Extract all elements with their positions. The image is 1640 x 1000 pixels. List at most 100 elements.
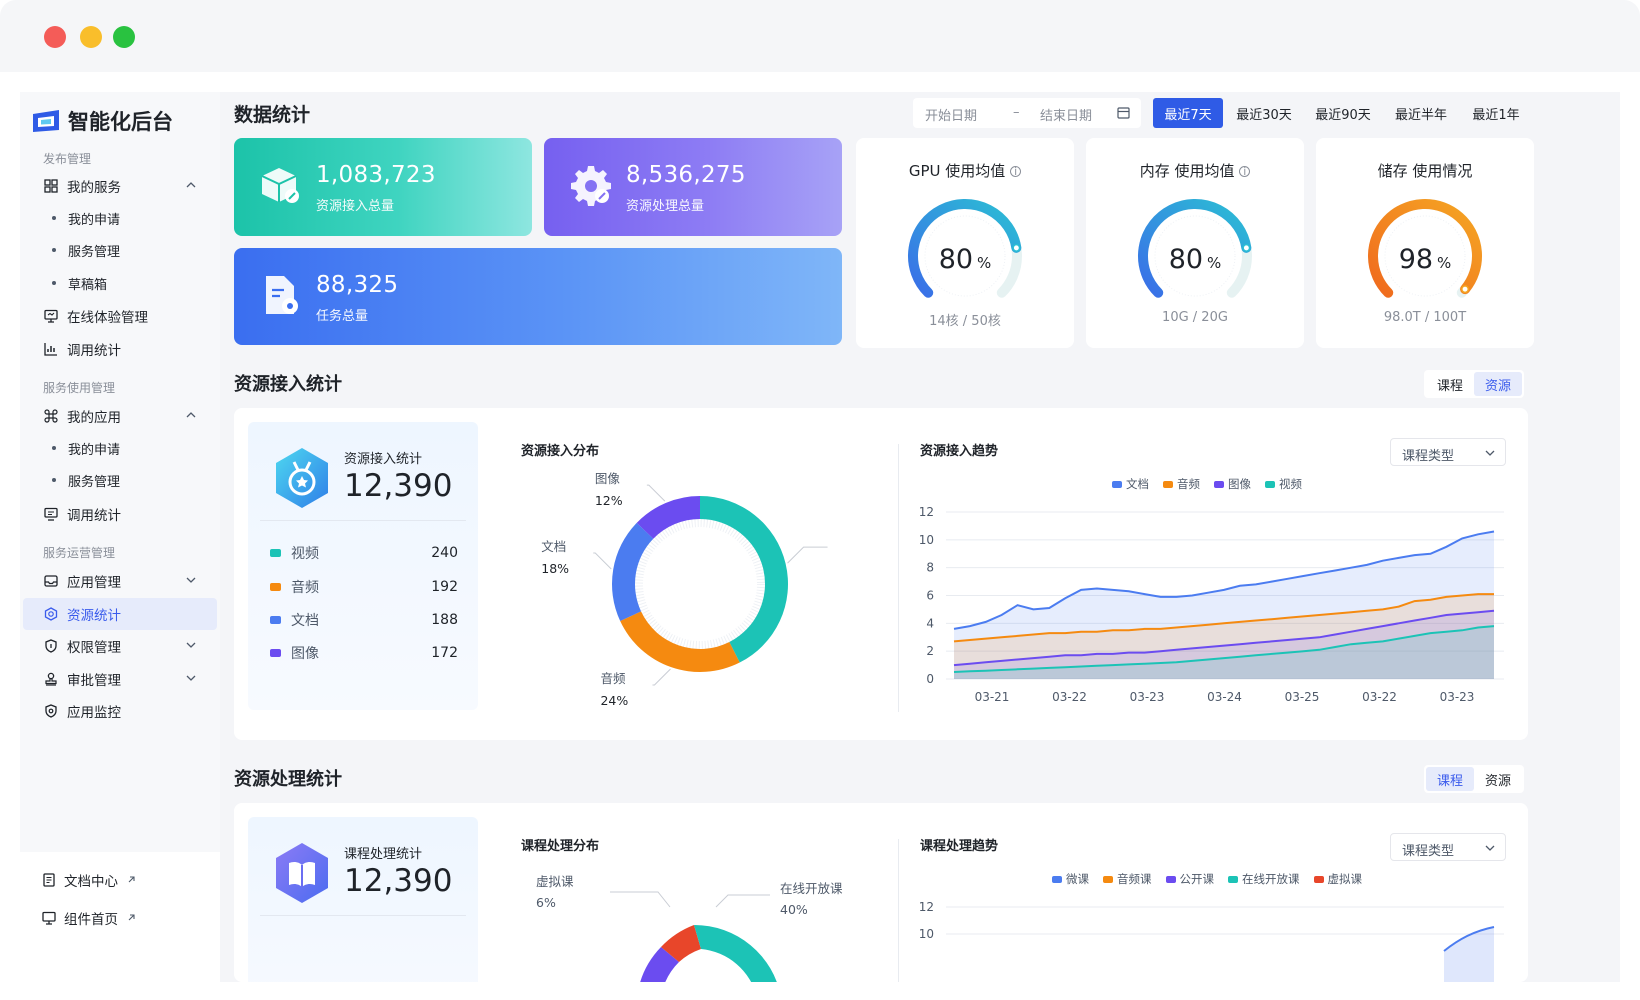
group-title-ops: 服务运营管理 [43, 546, 116, 560]
tab-course[interactable]: 课程 [1426, 767, 1474, 791]
chevron-up-icon [186, 182, 196, 188]
minimize-window-button[interactable] [80, 26, 102, 48]
maximize-window-button[interactable] [113, 26, 135, 48]
nav-sub-drafts[interactable]: 草稿箱 [23, 268, 217, 298]
legend-swatch [1052, 875, 1062, 883]
doc-center-link[interactable]: 文档中心 [42, 870, 136, 890]
y-tick-label: 8 [926, 561, 934, 575]
donut-label-name: 音频 [600, 671, 626, 686]
course-type-select[interactable]: 课程类型 [1390, 833, 1506, 861]
nav-label: 应用监控 [67, 705, 121, 721]
y-tick-label: 4 [926, 616, 934, 630]
section-title-process: 资源处理统计 [234, 769, 342, 790]
row-name: 视频 [291, 546, 319, 562]
dist-title: 课程处理分布 [521, 839, 600, 854]
nav-sub-service-mgmt[interactable]: 服务管理 [23, 235, 217, 265]
gauge-arc [1138, 199, 1252, 298]
legend-item[interactable]: 在线开放课 [1228, 871, 1300, 887]
nav-my-apps[interactable]: 我的应用 [23, 400, 217, 432]
nav-call-stats[interactable]: 调用统计 [23, 333, 217, 365]
nav-sub-my-apply-2[interactable]: 我的申请 [23, 433, 217, 463]
info-icon[interactable]: i [1239, 166, 1251, 177]
legend-item[interactable]: 图像 [1214, 476, 1251, 492]
inbox-icon [43, 573, 59, 589]
nav-online-exp[interactable]: 在线体验管理 [23, 300, 217, 332]
legend-swatch [1103, 875, 1113, 883]
brand[interactable]: 智能化后台 [32, 106, 173, 136]
donut-slice-0 [700, 496, 788, 663]
legend-swatch [1228, 875, 1238, 883]
line-series-音频 [953, 593, 1494, 643]
date-range-picker[interactable]: 开始日期 – 结束日期 [913, 98, 1141, 128]
nav-approval-mgmt[interactable]: 审批管理 [23, 663, 217, 695]
label-name: 虚拟课 [536, 874, 574, 889]
donut-slice-1 [620, 611, 740, 672]
process-donut-chart [610, 891, 777, 982]
nav-label: 草稿箱 [68, 277, 108, 293]
nav-app-mgmt[interactable]: 应用管理 [23, 565, 217, 597]
tab-course[interactable]: 课程 [1436, 378, 1463, 394]
gauge-card-memory: 内存 使用均值 i 80% 10G / 20G [1086, 138, 1304, 348]
donut-label-virtual: 虚拟课 6% [536, 871, 574, 913]
summary-row-audio: 音频 192 [270, 576, 458, 598]
legend-item[interactable]: 微课 [1052, 871, 1089, 887]
document-icon [43, 873, 55, 887]
nav-sub-my-apply[interactable]: 我的申请 [23, 203, 217, 233]
end-date-input[interactable]: 结束日期 [1040, 109, 1093, 124]
tab-resource[interactable]: 资源 [1484, 773, 1511, 789]
monitor-icon [43, 308, 59, 324]
gauge-title: 储存 使用情况 [1316, 160, 1534, 181]
range-1-year[interactable]: 最近1年 [1472, 107, 1520, 123]
divider-vertical [898, 839, 899, 982]
legend-swatch [1112, 480, 1122, 488]
legend-item[interactable]: 文档 [1112, 476, 1149, 492]
legend-label: 音频 [1177, 477, 1200, 491]
leader-line [610, 891, 671, 908]
gauge-inner-ring [1154, 215, 1236, 297]
gauge-number: 80 [1168, 244, 1204, 275]
y-tick-label: 12 [919, 505, 934, 519]
nav-label: 我的应用 [67, 410, 121, 426]
summary-row-doc: 文档 188 [270, 609, 458, 631]
legend-item[interactable]: 虚拟课 [1313, 871, 1362, 887]
label-name: 在线开放课 [780, 881, 843, 896]
x-tick-label: 03-22 [1052, 690, 1087, 704]
legend-item[interactable]: 音频课 [1103, 871, 1152, 887]
tab-resource[interactable]: 资源 [1474, 372, 1522, 396]
select-value: 课程类型 [1402, 844, 1455, 859]
legend-label: 文档 [1126, 477, 1149, 491]
trend-title: 资源接入趋势 [920, 444, 999, 459]
nav-sub-service-mgmt-2[interactable]: 服务管理 [23, 465, 217, 495]
process-trend-chart: 12 10 [919, 900, 1504, 982]
nav-my-services[interactable]: 我的服务 [23, 170, 217, 202]
range-half-year[interactable]: 最近半年 [1394, 107, 1447, 123]
nav-perm-mgmt[interactable]: 权限管理 [23, 630, 217, 662]
legend-swatch [270, 583, 281, 591]
nav-call-stats-2[interactable]: 调用统计 [23, 498, 217, 530]
x-tick-label: 03-22 [1362, 690, 1397, 704]
stat-value: 1,083,723 [316, 162, 436, 188]
process-panel: 课程处理统计 12,390 课程处理分布 虚拟课 6% 在线开放课 40% 课程处理… [234, 803, 1528, 982]
summary-row-image: 图像 172 [270, 642, 458, 664]
bullet-icon [52, 446, 56, 450]
legend-item[interactable]: 公开课 [1165, 871, 1214, 887]
comp-home-link[interactable]: 组件首页 [42, 908, 136, 928]
nav-label: 调用统计 [67, 508, 121, 524]
range-7-days[interactable]: 最近7天 [1153, 98, 1223, 128]
course-type-select[interactable]: 课程类型 [1390, 438, 1506, 466]
legend-swatch [1265, 480, 1275, 488]
row-value: 240 [431, 545, 458, 561]
start-date-input[interactable]: 开始日期 [925, 109, 978, 124]
legend-item[interactable]: 音频 [1163, 476, 1200, 492]
close-window-button[interactable] [44, 26, 66, 48]
range-30-days[interactable]: 最近30天 [1236, 107, 1292, 123]
section-title-access: 资源接入统计 [234, 374, 342, 395]
info-icon[interactable]: i [1010, 166, 1022, 177]
range-90-days[interactable]: 最近90天 [1315, 107, 1371, 123]
chevron-down-icon [1485, 845, 1495, 851]
nav-app-monitor[interactable]: 应用监控 [23, 695, 217, 727]
nav-resource-stats[interactable]: 资源统计 [23, 598, 217, 630]
gauge-knob [1242, 243, 1251, 252]
legend-item[interactable]: 视频 [1265, 476, 1302, 492]
